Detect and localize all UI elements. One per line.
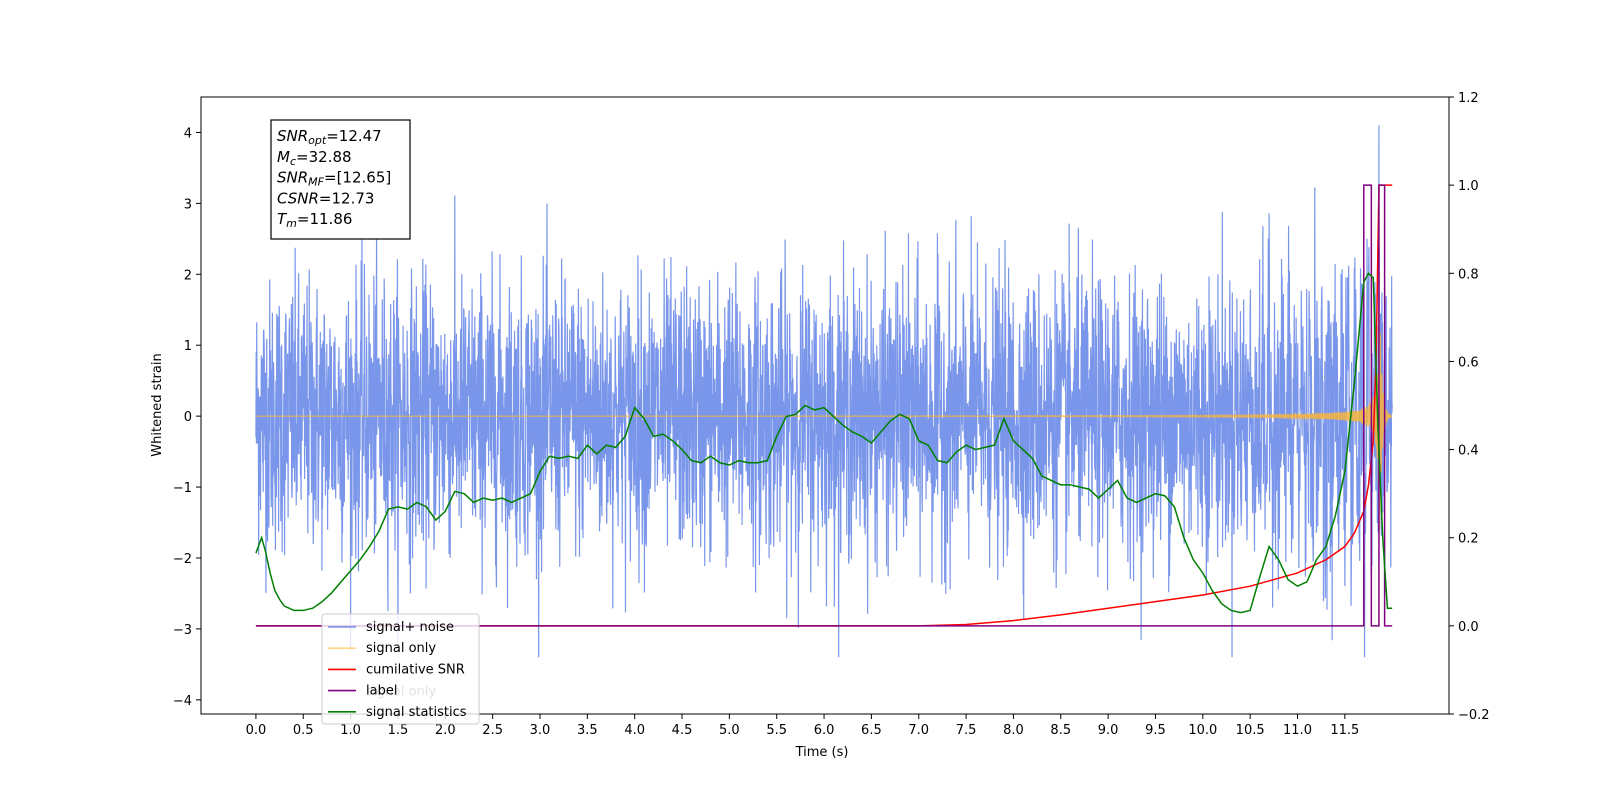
x-tick-label: 7.0 [908,723,929,738]
y2-tick-label: 0.8 [1458,267,1479,282]
x-tick-label: 5.5 [766,723,787,738]
x-tick-label: 4.0 [624,723,645,738]
x-tick-label: 1.5 [388,723,409,738]
x-tick-label: 11.0 [1283,723,1312,738]
legend-label: signal statistics [366,705,467,720]
y2-tick-label: 1.0 [1458,179,1479,194]
y2-tick-label: 0.6 [1458,355,1479,370]
x-tick-label: 10.0 [1188,723,1217,738]
info-line: Tm=11.86 [277,210,352,230]
info-line: SNRopt=12.47 [277,127,382,147]
y-axis-right: −0.2 0.0 0.2 0.4 0.6 0.8 1.0 1.2 [1449,91,1490,723]
x-tick-label: 6.0 [814,723,835,738]
x-tick-label: 0.0 [246,723,267,738]
plot-frame [200,96,1450,715]
info-box: SNRopt=12.47Mc=32.88SNRMF=[12.65]CSNR=12… [270,119,411,240]
x-tick-label: 3.0 [530,723,551,738]
x-tick-label: 7.5 [956,723,977,738]
series-layer [255,125,1393,658]
y2-tick-label: 0.0 [1458,620,1479,635]
legend: signal+ noise signal only cumilative SNR la… [321,613,480,725]
legend-label: label [366,684,397,699]
y-tick-label: 1 [184,339,192,354]
x-tick-label: 6.5 [861,723,882,738]
legend-label: cumilative SNR [366,662,465,677]
y-tick-label: −4 [173,694,192,709]
x-tick-label: 0.5 [293,723,314,738]
info-line: CSNR=12.73 [277,189,374,207]
series-signal-noise [255,125,1393,658]
x-tick-label: 2.5 [482,723,503,738]
x-tick-label: 10.5 [1236,723,1265,738]
info-line: SNRMF=[12.65] [277,169,391,189]
x-tick-label: 8.0 [1003,723,1024,738]
x-tick-label: 11.5 [1330,723,1359,738]
x-axis: 0.0 0.5 1.0 1.5 2.0 2.5 3.0 3.5 4.0 4.5 5.0 5.5 6.0 6… [246,714,1359,738]
legend-label: signal only [366,641,436,656]
x-tick-label: 2.0 [435,723,456,738]
info-line: Mc=32.88 [277,148,352,168]
y-tick-label: 0 [184,410,192,425]
x-tick-label: 1.0 [340,723,361,738]
legend-label: signal+ noise [366,620,454,635]
y-tick-label: 4 [184,126,192,141]
x-axis-label: Time (s) [795,745,849,760]
y2-tick-label: 0.4 [1458,444,1479,459]
x-tick-label: 9.0 [1098,723,1119,738]
y2-tick-label: 0.2 [1458,532,1479,547]
series-label [255,184,1393,627]
y-tick-label: −3 [173,623,192,638]
y-tick-label: 2 [184,268,192,283]
y-tick-label: −2 [173,552,192,567]
series-signal-only [255,272,1393,530]
y2-tick-label: 1.2 [1458,91,1479,106]
y-axis-left: −4 −3 −2 −1 0 1 2 3 4 [173,126,201,709]
x-tick-label: 4.5 [672,723,693,738]
y-axis-label: Whitened strain [150,353,165,456]
series-signal-statistics [255,272,1393,614]
y-tick-label: −1 [173,481,192,496]
x-tick-label: 5.0 [719,723,740,738]
x-tick-label: 3.5 [577,723,598,738]
y2-tick-label: −0.2 [1458,708,1490,723]
x-tick-label: 9.5 [1145,723,1166,738]
y-tick-label: 3 [184,197,192,212]
legend-ghost-label: signal only [366,685,436,700]
x-tick-label: 8.5 [1050,723,1071,738]
